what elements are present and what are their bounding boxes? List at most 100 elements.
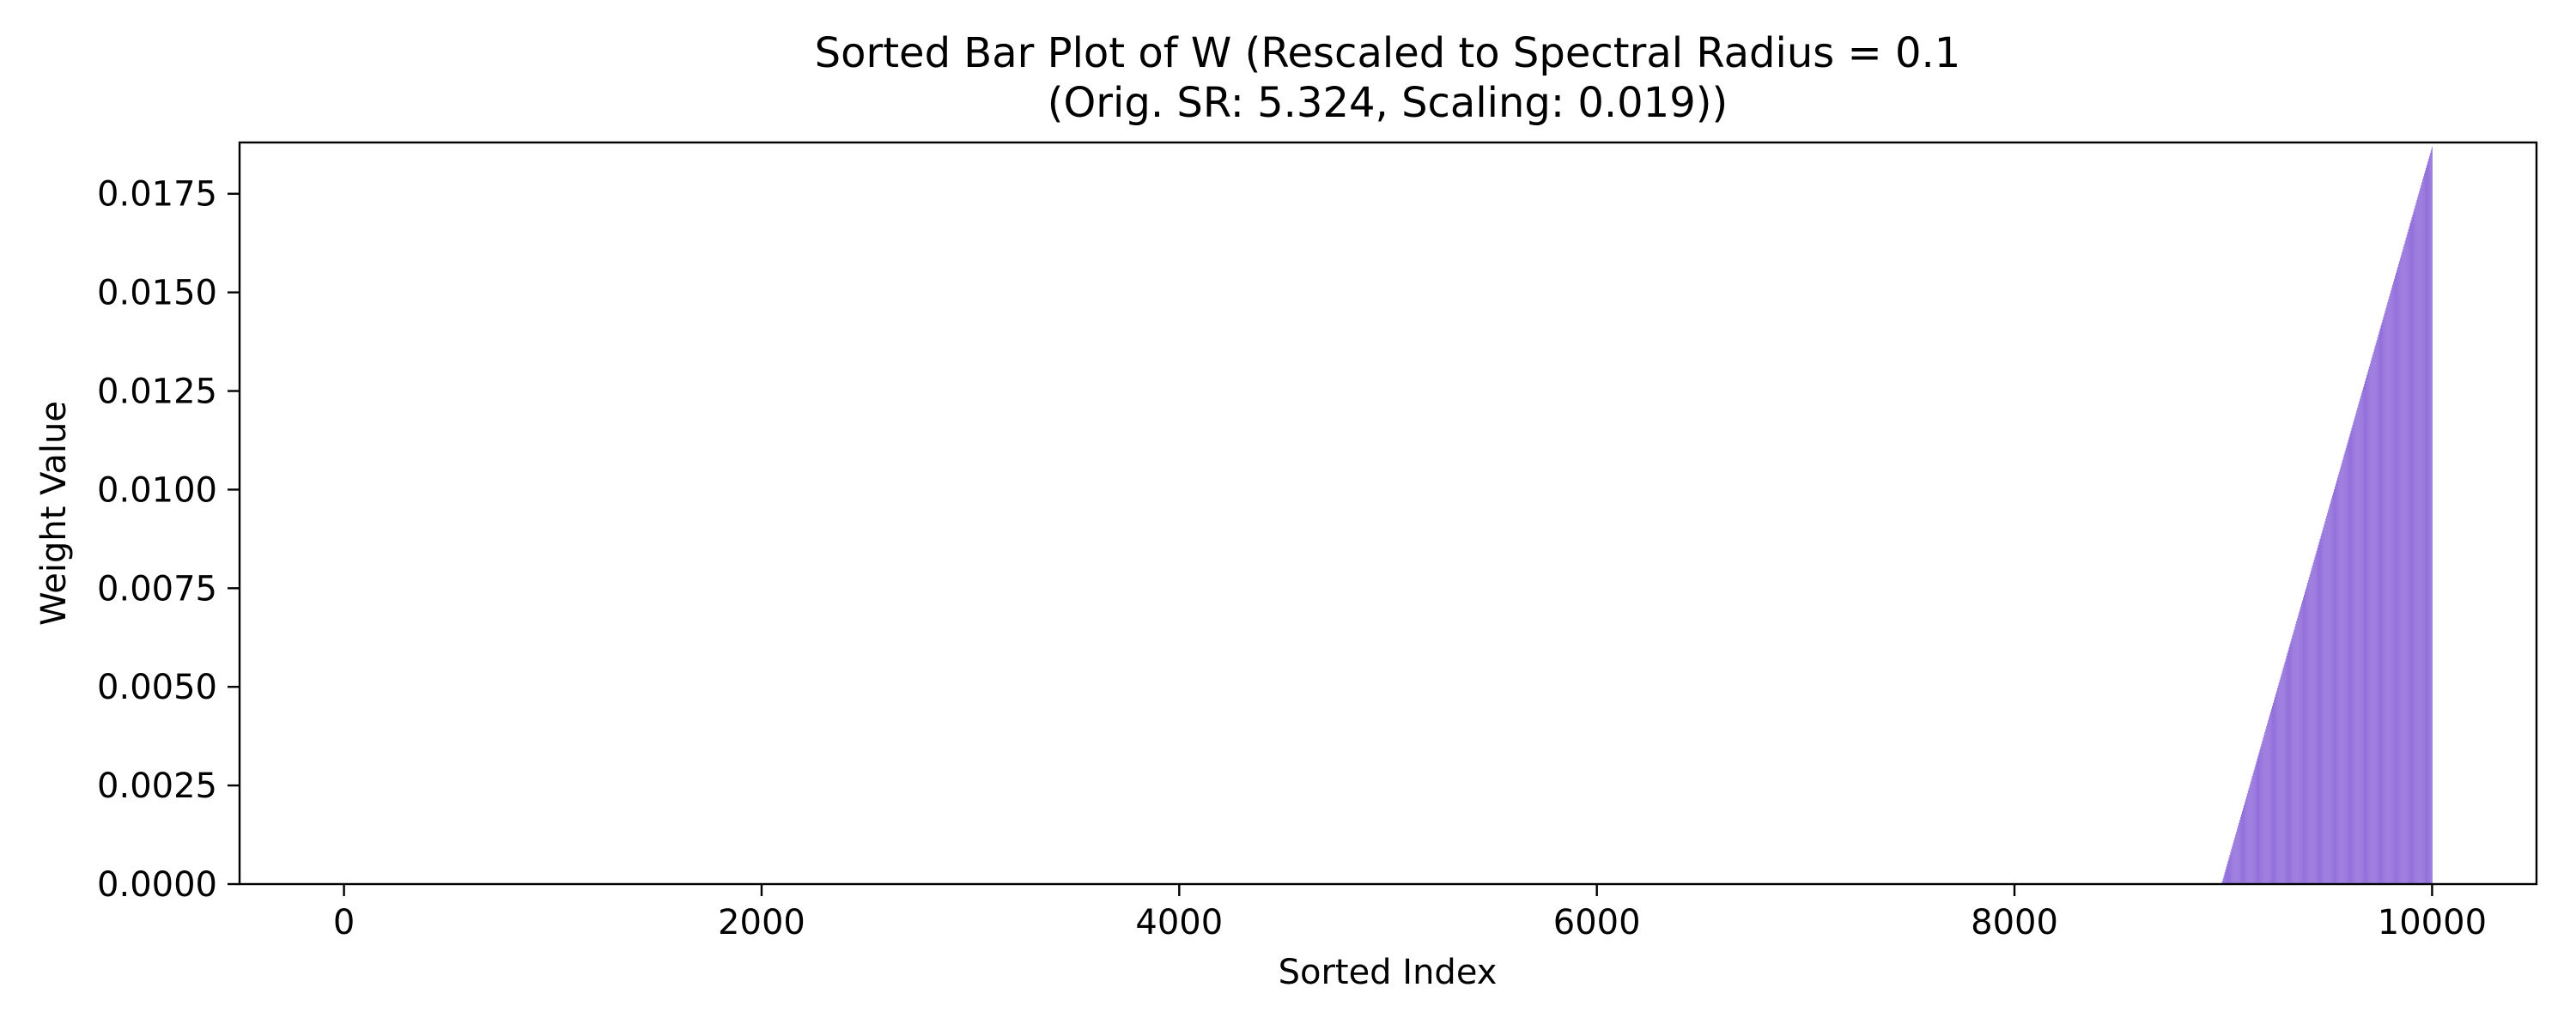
bar — [2238, 825, 2239, 884]
bar — [2298, 615, 2300, 884]
bar — [2348, 439, 2349, 884]
bar — [2248, 787, 2250, 884]
bar — [2346, 445, 2348, 884]
plot-frame — [238, 141, 2538, 886]
bar — [2263, 735, 2265, 884]
bar — [2301, 603, 2303, 884]
bar — [2245, 799, 2246, 884]
bar — [2379, 331, 2380, 885]
x-tick-label: 6000 — [1553, 903, 1641, 942]
bar — [2340, 465, 2342, 884]
bar — [2403, 246, 2404, 884]
bar — [2296, 621, 2298, 884]
bar — [2349, 433, 2351, 885]
bar — [2406, 234, 2408, 884]
bar — [2416, 199, 2418, 884]
bar — [2242, 808, 2244, 884]
bar — [2351, 427, 2353, 884]
bar — [2225, 869, 2227, 884]
bar — [2422, 179, 2424, 885]
bar — [2396, 272, 2397, 884]
bar — [2332, 494, 2334, 884]
bar — [2299, 612, 2300, 884]
bar — [2289, 644, 2291, 884]
bar — [2275, 694, 2276, 884]
bar — [2338, 471, 2340, 884]
bar — [2229, 854, 2231, 884]
bar — [2297, 617, 2299, 884]
bar — [2387, 302, 2389, 884]
bar — [2290, 641, 2292, 884]
bar — [2247, 790, 2249, 884]
bar — [2245, 796, 2247, 884]
bar — [2241, 814, 2243, 884]
bar — [2318, 544, 2319, 884]
bar — [2251, 775, 2253, 884]
bar — [2281, 670, 2283, 884]
bar — [2246, 793, 2248, 884]
bar — [2384, 313, 2385, 884]
bar — [2426, 167, 2427, 885]
bar — [2223, 875, 2225, 884]
bar — [2221, 881, 2223, 884]
y-tick-label: 0.0175 — [97, 175, 217, 215]
bar — [2383, 317, 2385, 884]
bar — [2291, 638, 2293, 884]
bar — [2428, 155, 2430, 885]
bar — [2243, 805, 2245, 884]
bar — [2262, 741, 2263, 884]
bar — [2431, 147, 2433, 884]
bar — [2232, 845, 2233, 884]
bar — [2394, 278, 2396, 884]
bar — [2415, 203, 2417, 884]
bar — [2395, 276, 2397, 885]
bar — [2424, 173, 2426, 885]
bar — [2401, 252, 2403, 885]
bar — [2380, 325, 2382, 884]
x-axis-ticks: 0 2000 4000 6000 8000 10000 — [333, 884, 2487, 942]
bar — [2242, 810, 2244, 884]
bar — [2392, 284, 2394, 884]
bar — [2414, 208, 2415, 885]
x-tick-label: 10000 — [2378, 903, 2487, 942]
bar — [2359, 401, 2360, 885]
y-tick-label: 0.0075 — [97, 569, 217, 609]
bar — [2278, 682, 2280, 884]
x-tick-label: 4000 — [1135, 903, 1223, 942]
y-tick-label: 0.0100 — [97, 470, 217, 510]
bar — [2353, 421, 2354, 884]
bar — [2228, 857, 2230, 884]
bar — [2308, 577, 2310, 884]
x-tick-label: 2000 — [718, 903, 805, 942]
x-tick-label: 8000 — [1971, 903, 2058, 942]
chart-title-line2: (Orig. SR: 5.324, Scaling: 0.019)) — [1048, 79, 1728, 127]
bar — [2271, 708, 2273, 884]
bar — [2312, 562, 2314, 884]
bar — [2328, 509, 2330, 884]
bar — [2391, 287, 2393, 885]
bar — [2343, 454, 2345, 884]
bar — [2237, 828, 2239, 884]
bar — [2300, 606, 2302, 884]
bar — [2365, 381, 2366, 884]
bar — [2230, 851, 2232, 884]
bar — [2227, 860, 2229, 884]
bar — [2355, 413, 2357, 885]
bar — [2267, 723, 2269, 884]
bar — [2287, 650, 2289, 884]
bar — [2413, 211, 2415, 884]
bar — [2357, 407, 2359, 884]
bar — [2275, 691, 2277, 884]
bar — [2231, 849, 2233, 884]
bar — [2430, 149, 2432, 885]
bar — [2259, 749, 2261, 884]
bar — [2253, 770, 2255, 884]
bar — [2277, 685, 2279, 884]
bar — [2350, 430, 2352, 884]
bar — [2323, 527, 2324, 884]
bar — [2258, 752, 2260, 884]
bar — [2283, 664, 2285, 884]
bar — [2398, 261, 2400, 884]
bar — [2399, 258, 2401, 884]
